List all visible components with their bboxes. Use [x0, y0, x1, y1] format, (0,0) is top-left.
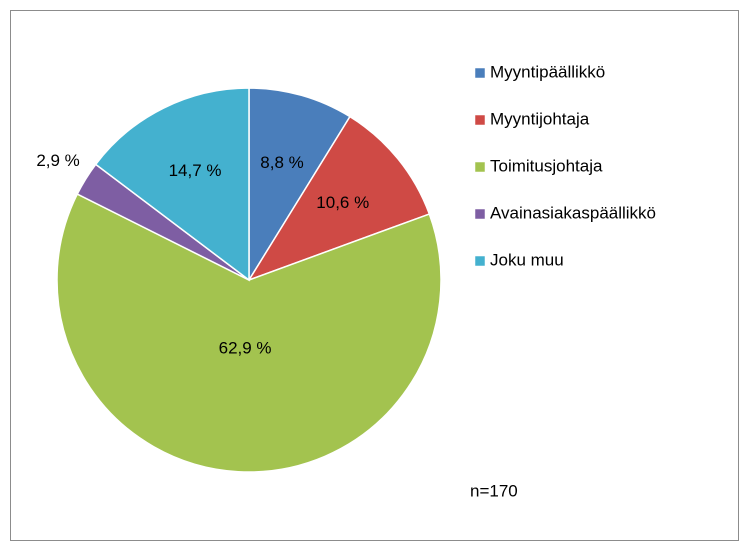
- legend-label: Toimitusjohtaja: [490, 156, 603, 175]
- data-label: 62,9 %: [219, 338, 272, 357]
- legend-label: Myyntipäällikkö: [490, 62, 605, 81]
- pie-slice: [56, 193, 442, 473]
- legend-swatch: [474, 255, 486, 267]
- legend-label: Joku muu: [490, 250, 564, 269]
- pie-slice: [247, 115, 431, 282]
- legend-swatch: [474, 114, 486, 126]
- legend-swatch: [474, 208, 486, 220]
- legend-swatch: [474, 67, 486, 79]
- data-label: 2,9 %: [36, 151, 79, 170]
- legend-label: Avainasiakaspäällikkö: [490, 203, 656, 222]
- legend-swatch: [474, 161, 486, 173]
- data-label: 8,8 %: [260, 153, 303, 172]
- annotation: n=170: [470, 481, 518, 500]
- pie-slice: [248, 87, 351, 283]
- data-label: 14,7 %: [169, 161, 222, 180]
- pie-slice: [94, 87, 250, 282]
- legend-label: Myyntijohtaja: [490, 109, 590, 128]
- data-label: 10,6 %: [316, 193, 369, 212]
